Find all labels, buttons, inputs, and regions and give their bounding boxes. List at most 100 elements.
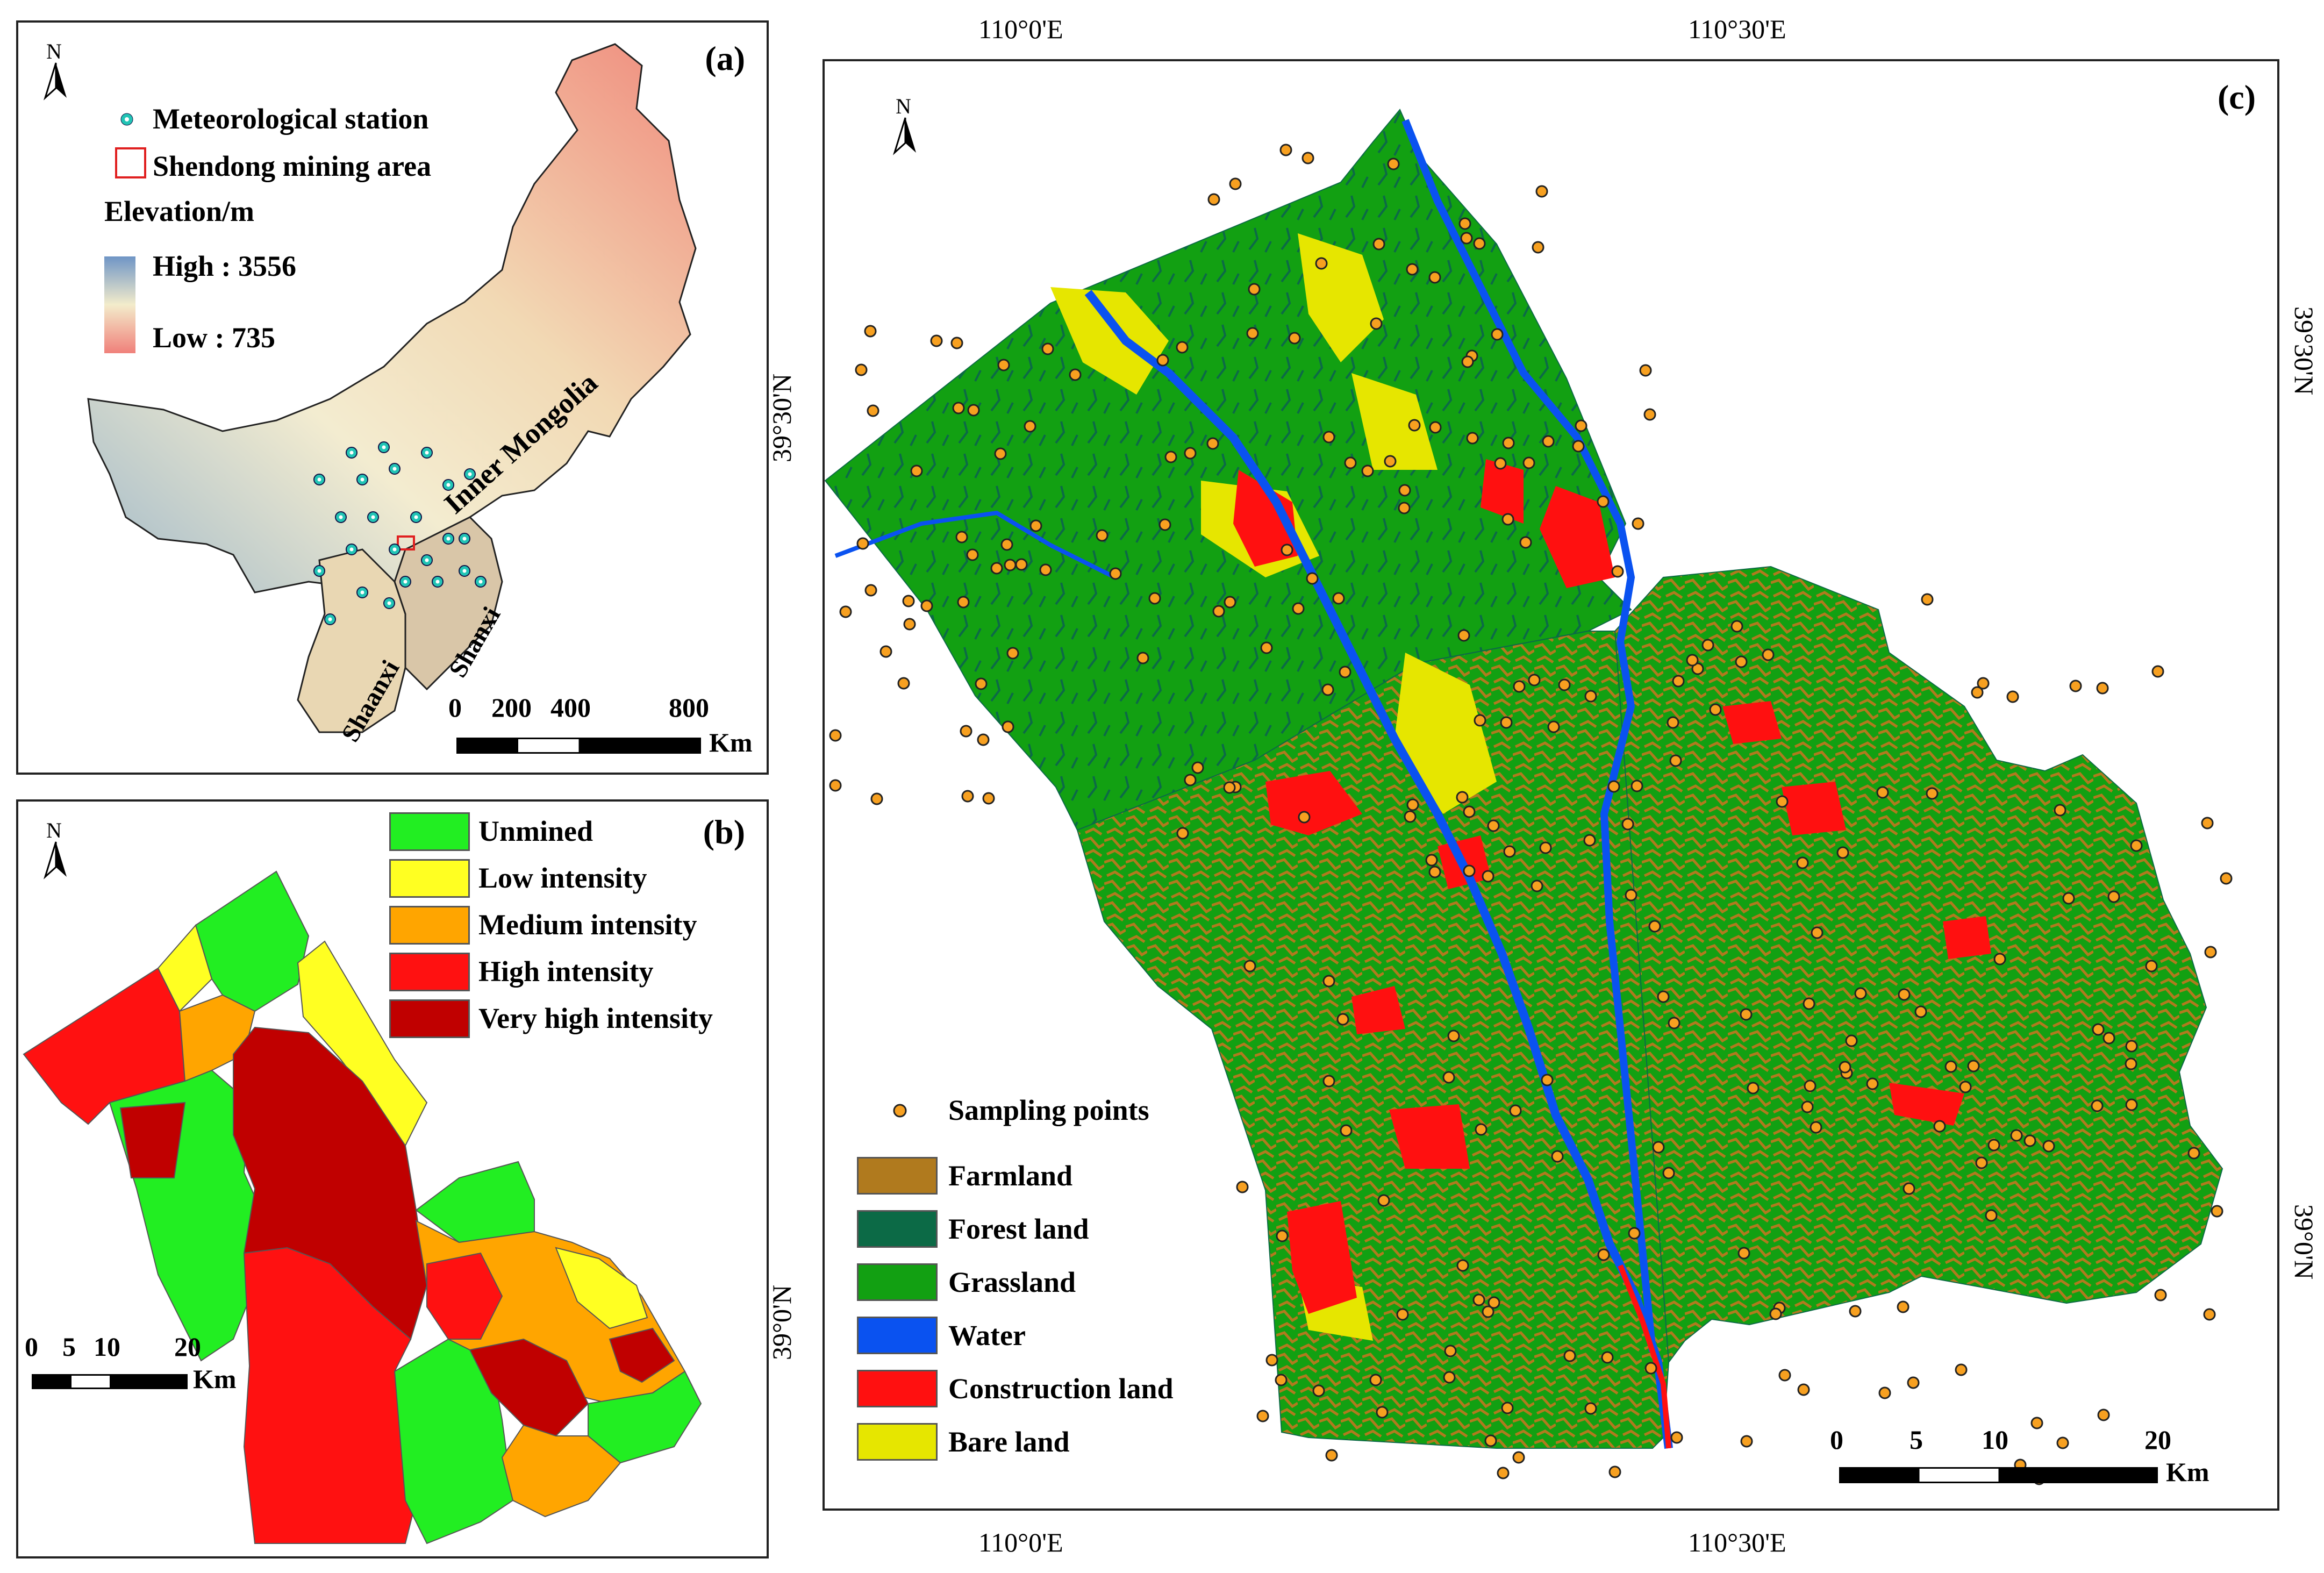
meteorological-station-marker	[432, 576, 444, 588]
sampling-point	[2211, 1205, 2223, 1218]
north-arrow-a: N	[40, 39, 72, 103]
sampling-point	[1340, 1124, 1353, 1137]
sampling-point	[1628, 1227, 1641, 1240]
meteorological-station-marker	[442, 479, 454, 491]
sampling-point	[897, 677, 910, 690]
elevation-ramp	[104, 256, 135, 353]
landuse-legend-swatch	[857, 1263, 938, 1301]
sampling-point	[1849, 1305, 1862, 1318]
sampling-point	[1558, 678, 1571, 691]
intensity-legend-swatch	[389, 812, 470, 851]
sampling-point	[1229, 177, 1242, 190]
sampling-point	[1669, 754, 1682, 767]
sampling-point	[1396, 1308, 1409, 1321]
sampling-point	[1535, 185, 1548, 198]
sampling-point	[879, 645, 892, 658]
sampling-point	[1608, 1465, 1621, 1478]
landuse-south-block	[1076, 631, 1670, 1449]
sampling-point	[1460, 232, 1473, 245]
sampling-point	[1563, 1349, 1576, 1362]
sampling-point	[1387, 158, 1400, 170]
sampling-point	[1472, 1293, 1485, 1306]
sampling-point	[2023, 1134, 2036, 1147]
sampling-point	[2107, 890, 2120, 903]
lon-label-bottom-2: 110°30'E	[1688, 1527, 1786, 1557]
sampling-point	[1662, 1167, 1675, 1179]
sampling-point	[2006, 690, 2019, 703]
scalebar-c-unit: Km	[2166, 1457, 2209, 1487]
sampling-point	[1632, 517, 1644, 530]
sampling-point	[1501, 1402, 1514, 1414]
sampling-point	[1977, 677, 1990, 690]
sampling-point	[1265, 1354, 1278, 1367]
scalebar-a-tick-0: 0	[448, 692, 462, 723]
north-arrow-icon	[43, 841, 67, 880]
sampling-point	[1224, 596, 1236, 609]
sampling-point	[2154, 1289, 2167, 1302]
sampling-point	[1312, 1384, 1325, 1397]
sampling-point	[1456, 791, 1469, 804]
sampling-point	[1914, 1005, 1927, 1018]
sampling-point	[1975, 1156, 1988, 1169]
sampling-point	[1921, 593, 1934, 606]
intensity-legend-swatch	[389, 999, 470, 1038]
sampling-point	[967, 404, 980, 417]
sampling-point	[1778, 1369, 1791, 1382]
sampling-point	[1667, 716, 1679, 729]
panel-b-tag: (b)	[703, 813, 745, 851]
scalebar-b-tick-3: 20	[174, 1332, 201, 1362]
inner-mongolia-region	[87, 43, 697, 594]
shendong-mining-area-marker	[397, 535, 415, 550]
meteorological-station-marker	[313, 565, 325, 577]
intensity-map-graphic	[23, 870, 702, 1545]
sampling-point	[1735, 655, 1748, 668]
sampling-point	[1737, 1247, 1750, 1260]
lat-label-left-2: 39°0'N	[767, 1284, 797, 1360]
sampling-point	[1985, 1209, 1998, 1222]
sampling-point	[966, 548, 979, 561]
river-east	[1401, 119, 1656, 1352]
bare-land-patch	[1395, 653, 1497, 814]
landuse-legend-swatch	[857, 1370, 938, 1407]
sampling-point	[1322, 1075, 1335, 1088]
sampling-point	[1369, 1374, 1382, 1386]
sampling-point	[1322, 431, 1335, 444]
sampling-point	[1425, 854, 1438, 867]
sampling-point	[1762, 648, 1775, 661]
sampling-point	[1836, 846, 1849, 859]
meteorological-station-marker	[367, 511, 379, 523]
sampling-point	[1404, 810, 1417, 823]
sampling-point	[2220, 872, 2233, 885]
intensity-legend-label: Medium intensity	[478, 909, 697, 941]
bare-land-patch	[1050, 287, 1169, 395]
sampling-point	[1361, 464, 1374, 477]
sampling-point	[1156, 354, 1169, 367]
sampling-point	[1528, 674, 1541, 687]
landuse-legend-label: Grassland	[948, 1266, 1076, 1298]
sampling-point	[1547, 720, 1560, 733]
sampling-point	[1176, 341, 1189, 354]
sampling-point	[1691, 662, 1704, 675]
shaanxi-region	[297, 548, 406, 733]
sampling-point	[1898, 988, 1911, 1001]
sampling-point	[1542, 435, 1555, 448]
sampling-point	[2097, 1408, 2110, 1421]
sampling-point	[1332, 592, 1345, 605]
intensity-legend-swatch	[389, 953, 470, 991]
sampling-point	[1164, 451, 1177, 463]
sampling-point	[1686, 654, 1699, 667]
north-letter: N	[46, 39, 62, 63]
sampling-point	[1463, 864, 1476, 877]
landuse-east-block	[1614, 566, 2223, 1364]
zone-medium-south-east	[501, 1424, 621, 1518]
sampling-point	[1955, 1363, 1968, 1376]
sampling-point	[1522, 456, 1535, 469]
sampling-points-layer	[829, 144, 2233, 1485]
sampling-point	[1502, 437, 1515, 449]
sampling-point	[1845, 1034, 1858, 1047]
sampling-point	[1377, 1194, 1390, 1207]
construction-land-patch	[1233, 470, 1298, 567]
scalebar-b-tick-1: 5	[62, 1332, 76, 1362]
sampling-point	[1457, 629, 1470, 642]
landuse-legend-swatch	[857, 1423, 938, 1461]
